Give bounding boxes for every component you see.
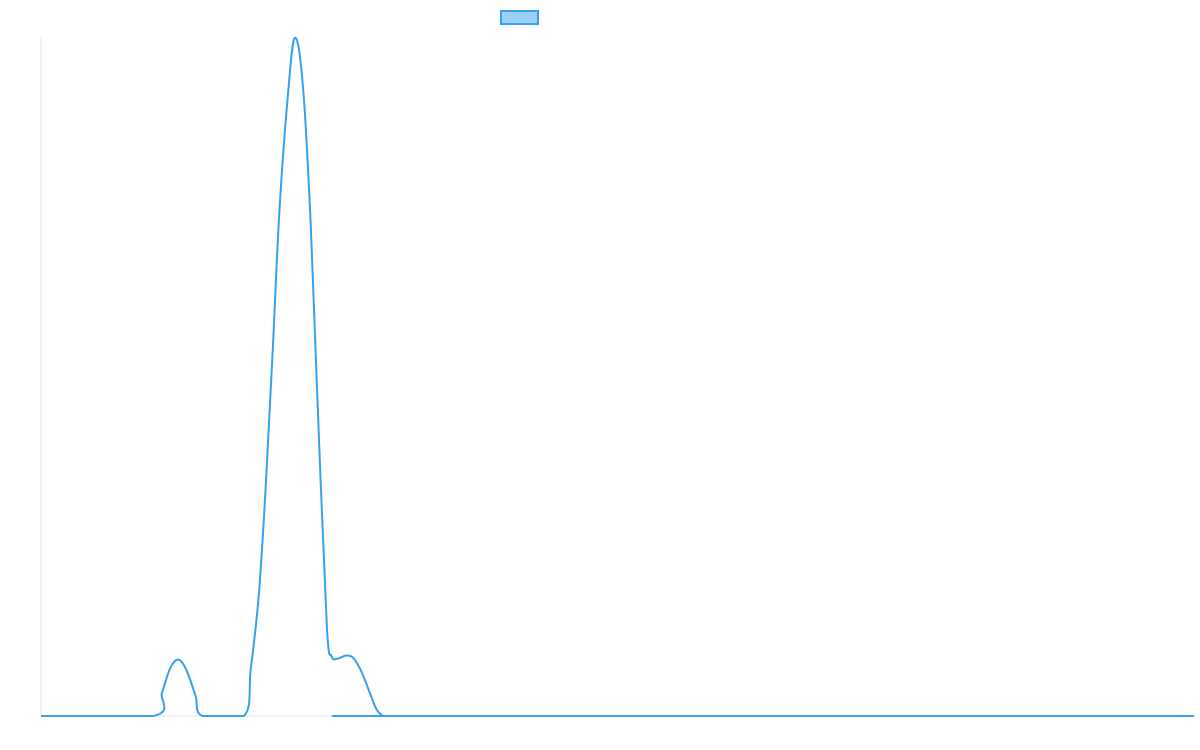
series-line-0[interactable] bbox=[41, 36, 1194, 718]
series-layer bbox=[41, 36, 1194, 718]
chart-axes bbox=[40, 36, 1194, 717]
legend-swatch[interactable] bbox=[500, 10, 539, 25]
